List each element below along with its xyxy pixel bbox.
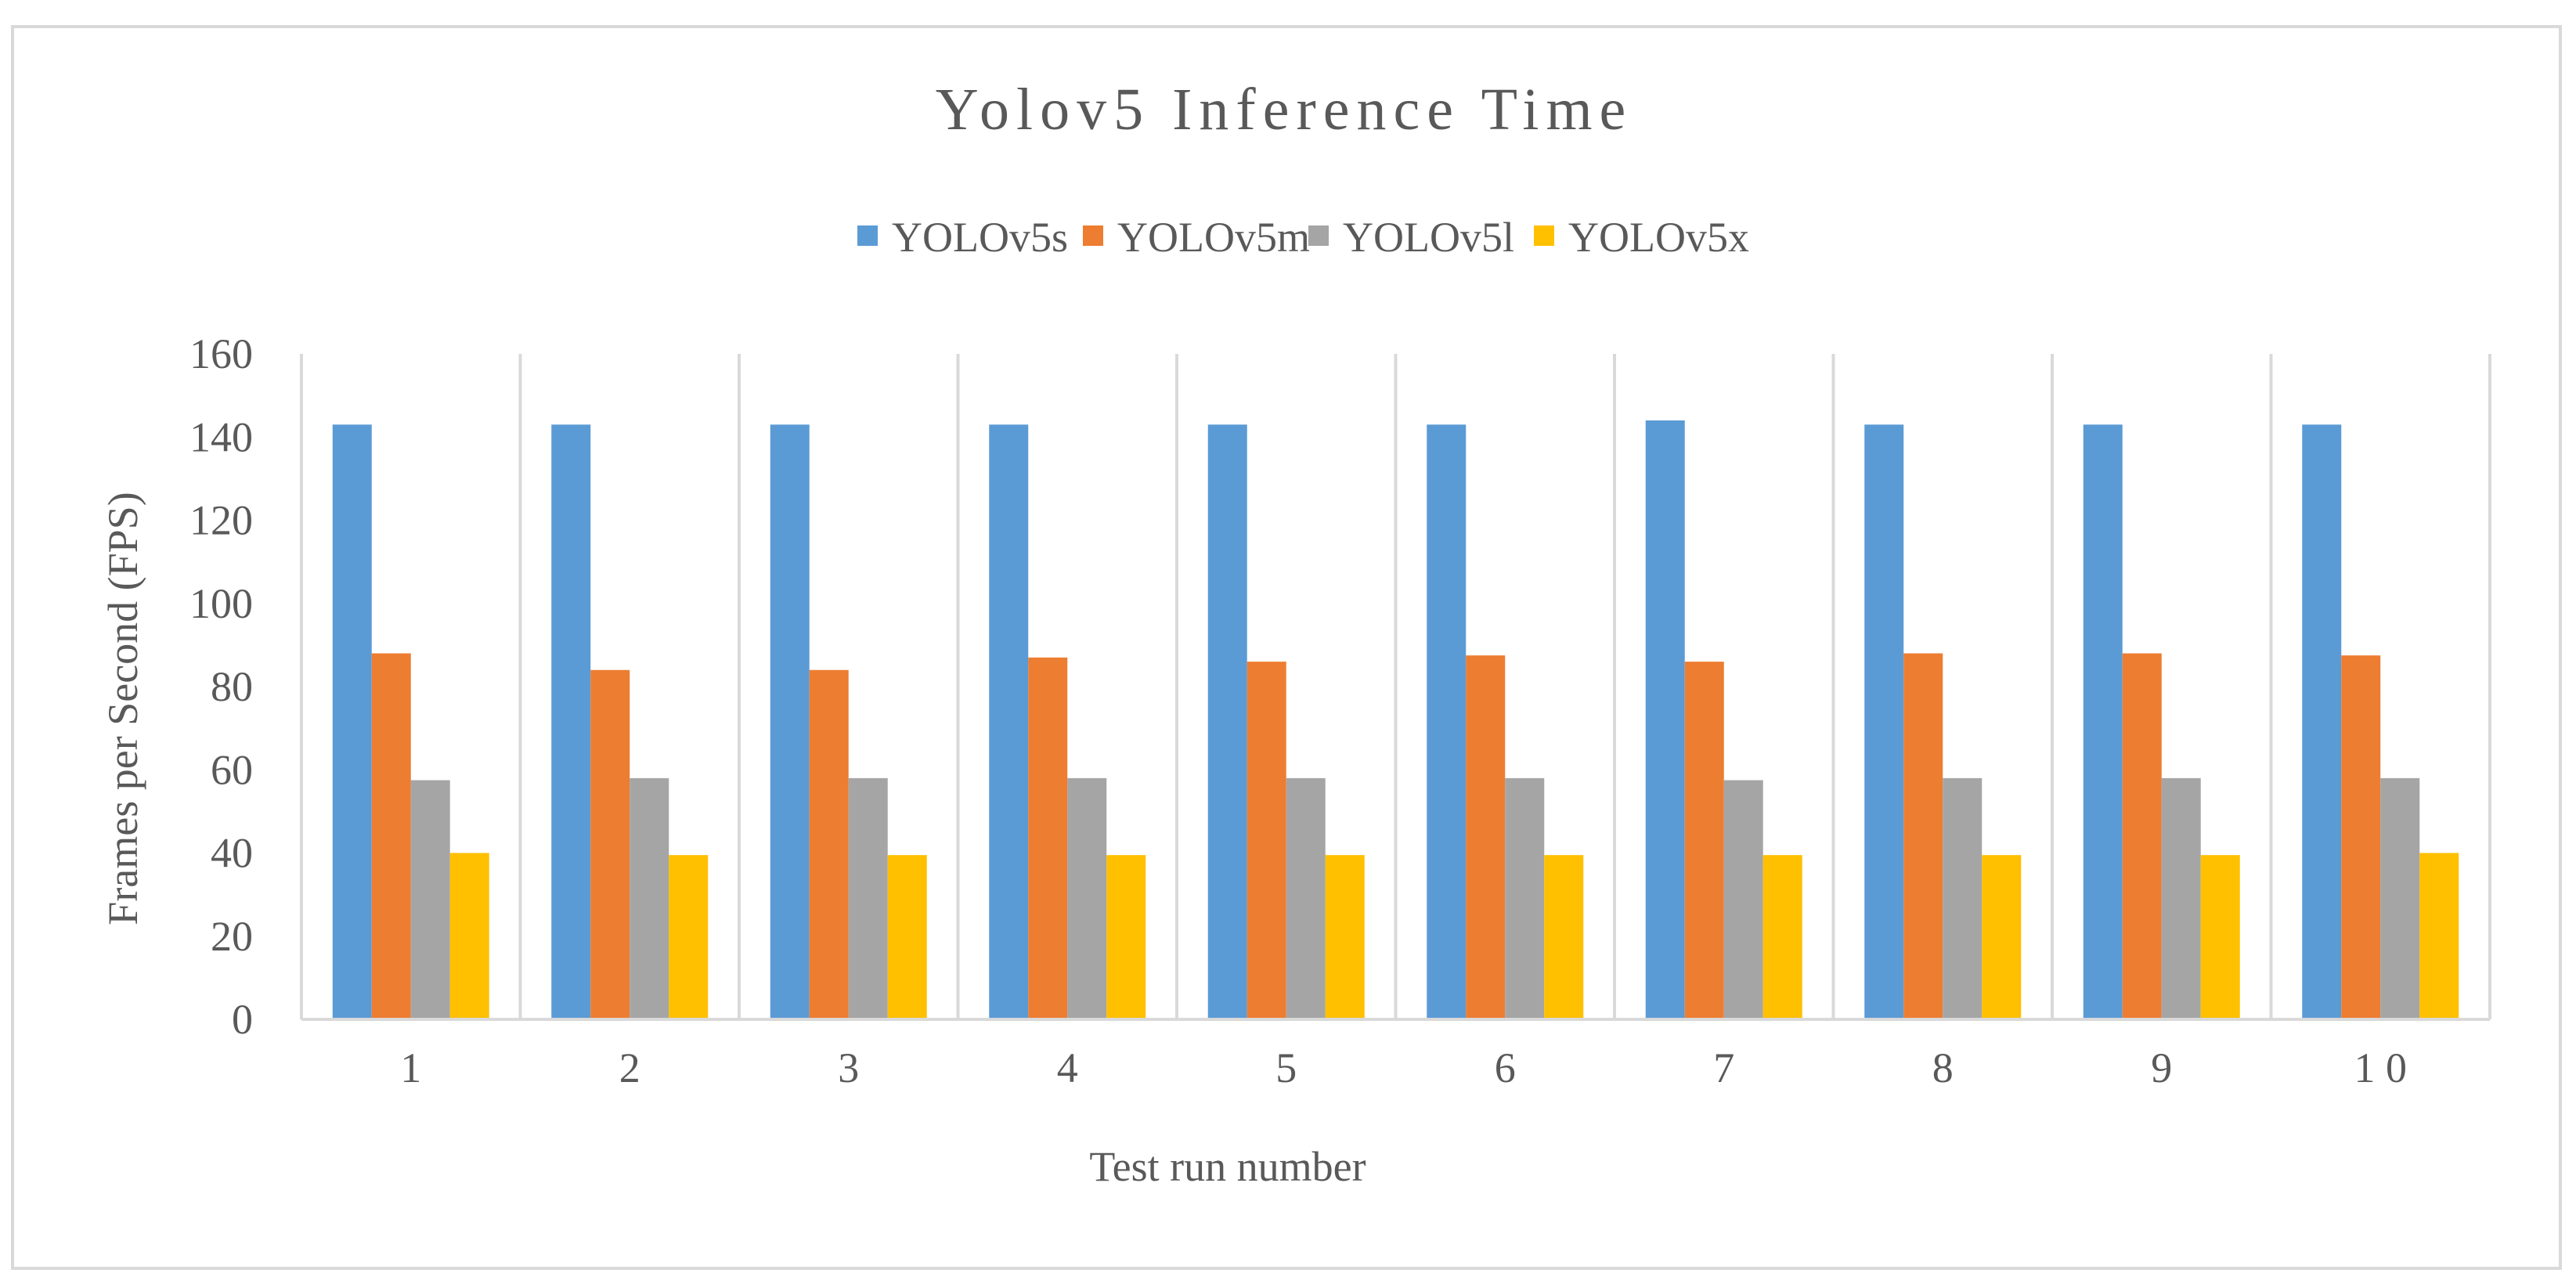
chart-frame — [11, 25, 2562, 1270]
x-tick-label: 4 — [1057, 1044, 1078, 1091]
chart-title: Yolov5 Inference Time — [936, 77, 1633, 142]
x-tick-label: 1 — [400, 1044, 421, 1091]
bar-YOLOv5m-run-10 — [2341, 655, 2381, 1019]
y-tick-label: 160 — [189, 330, 253, 377]
bar-YOLOv5l-run-7 — [1723, 780, 1763, 1019]
legend-swatch-YOLOv5l — [1308, 225, 1329, 246]
legend-label-YOLOv5l: YOLOv5l — [1343, 214, 1514, 261]
bar-YOLOv5m-run-3 — [809, 669, 849, 1019]
bar-YOLOv5m-run-9 — [2122, 653, 2162, 1019]
bar-YOLOv5l-run-5 — [1286, 777, 1326, 1019]
x-tick-label: 3 — [838, 1044, 859, 1091]
bar-YOLOv5m-run-7 — [1684, 662, 1724, 1019]
x-tick-label: 8 — [1932, 1044, 1954, 1091]
legend-swatch-YOLOv5s — [857, 225, 878, 246]
bar-YOLOv5m-run-5 — [1247, 662, 1286, 1019]
y-axis: 0 20 40 60 80 100 120 140 160 — [189, 330, 253, 1043]
legend-swatch-YOLOv5m — [1083, 225, 1103, 246]
x-axis: 1 2 3 4 5 6 7 8 9 1 0 — [301, 1018, 2490, 1091]
x-tick-label: 2 — [619, 1044, 640, 1091]
y-tick-label: 140 — [189, 413, 253, 460]
legend-label-YOLOv5m: YOLOv5m — [1117, 214, 1310, 261]
bar-YOLOv5s-run-3 — [770, 424, 810, 1019]
bar-YOLOv5m-run-8 — [1903, 653, 1943, 1019]
bar-YOLOv5x-run-8 — [1982, 855, 2022, 1019]
bar-YOLOv5l-run-4 — [1067, 777, 1107, 1019]
bar-YOLOv5x-run-3 — [887, 855, 927, 1019]
y-tick-label: 120 — [189, 497, 253, 544]
y-tick-label: 20 — [211, 913, 253, 960]
bar-YOLOv5s-run-9 — [2083, 424, 2123, 1019]
bar-YOLOv5x-run-4 — [1106, 855, 1146, 1019]
bar-YOLOv5m-run-1 — [371, 653, 411, 1019]
bar-YOLOv5x-run-10 — [2419, 853, 2459, 1019]
bar-YOLOv5l-run-9 — [2161, 777, 2201, 1019]
legend-label-YOLOv5s: YOLOv5s — [892, 214, 1068, 261]
legend-swatch-YOLOv5x — [1534, 225, 1554, 246]
bar-YOLOv5m-run-6 — [1466, 655, 1506, 1019]
bar-YOLOv5s-run-4 — [989, 424, 1029, 1019]
x-tick-label: 1 0 — [2354, 1044, 2408, 1091]
bar-YOLOv5x-run-7 — [1762, 855, 1802, 1019]
x-axis-title: Test run number — [1089, 1143, 1366, 1190]
bars — [332, 420, 2459, 1019]
bar-YOLOv5x-run-6 — [1544, 855, 1584, 1019]
bar-YOLOv5x-run-2 — [669, 855, 709, 1019]
y-tick-label: 40 — [211, 830, 253, 877]
category-gridlines — [300, 354, 2491, 1019]
y-tick-label: 0 — [232, 996, 253, 1043]
y-tick-label: 100 — [189, 580, 253, 627]
bar-YOLOv5s-run-6 — [1427, 424, 1467, 1019]
bar-YOLOv5x-run-9 — [2200, 855, 2240, 1019]
bar-YOLOv5l-run-1 — [410, 780, 450, 1019]
bar-YOLOv5m-run-4 — [1028, 657, 1068, 1019]
bar-YOLOv5s-run-1 — [332, 424, 372, 1019]
bar-YOLOv5s-run-2 — [551, 424, 591, 1019]
x-tick-label: 7 — [1713, 1044, 1734, 1091]
bar-YOLOv5x-run-5 — [1325, 855, 1365, 1019]
bar-YOLOv5l-run-6 — [1505, 777, 1545, 1019]
bar-YOLOv5l-run-2 — [630, 777, 669, 1019]
x-tick-label: 6 — [1495, 1044, 1516, 1091]
bar-YOLOv5m-run-2 — [590, 669, 630, 1019]
bar-YOLOv5l-run-8 — [1943, 777, 1983, 1019]
legend: YOLOv5s YOLOv5m YOLOv5l YOLOv5x — [857, 214, 1749, 261]
bar-YOLOv5s-run-5 — [1207, 424, 1247, 1019]
x-tick-label: 5 — [1275, 1044, 1297, 1091]
y-axis-title: Frames per Second (FPS) — [99, 492, 146, 925]
y-tick-label: 60 — [211, 746, 253, 793]
x-tick-label: 9 — [2151, 1044, 2172, 1091]
bar-YOLOv5l-run-10 — [2380, 777, 2420, 1019]
legend-label-YOLOv5x: YOLOv5x — [1568, 214, 1749, 261]
bar-YOLOv5s-run-10 — [2302, 424, 2342, 1019]
bar-YOLOv5x-run-1 — [449, 853, 489, 1019]
bar-YOLOv5s-run-8 — [1864, 424, 1904, 1019]
bar-YOLOv5s-run-7 — [1645, 420, 1685, 1019]
bar-YOLOv5l-run-3 — [848, 777, 888, 1019]
y-tick-label: 80 — [211, 663, 253, 710]
